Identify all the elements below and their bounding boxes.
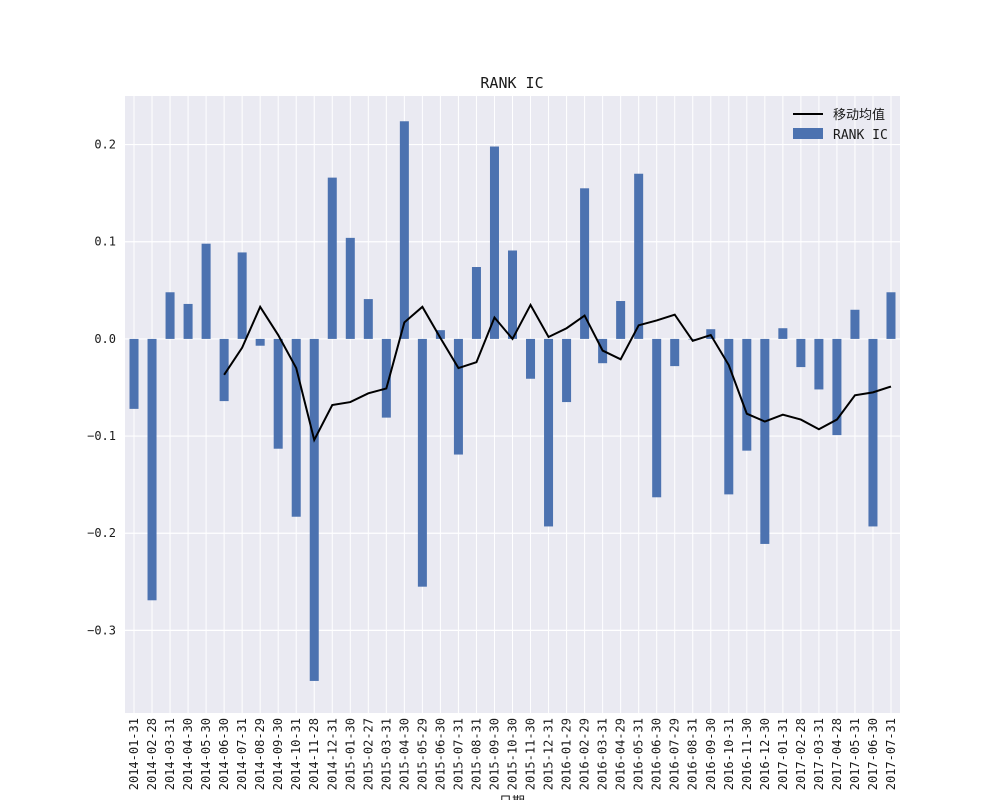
- rank-ic-bar: [868, 338, 878, 527]
- x-tick-label: 2016-01-29: [560, 718, 574, 790]
- x-tick-label: 2017-01-31: [776, 718, 790, 790]
- x-tick-label: 2016-11-30: [740, 718, 754, 790]
- rank-ic-bar: [742, 338, 752, 451]
- y-tick-label: 0.2: [94, 138, 116, 152]
- rank-ic-bar: [778, 328, 788, 339]
- rank-ic-bar: [129, 338, 139, 409]
- rank-ic-bar: [273, 338, 283, 449]
- y-tick-label: 0.0: [94, 332, 116, 346]
- x-tick-label: 2015-01-30: [343, 718, 357, 790]
- legend: 移动均值 RANK IC: [793, 107, 888, 143]
- x-tick-label: 2015-02-27: [361, 718, 375, 790]
- x-tick-label: 2016-08-31: [686, 718, 700, 790]
- y-tick-label: 0.1: [94, 235, 116, 249]
- x-tick-label: 2014-03-31: [163, 718, 177, 790]
- rank-ic-bar: [471, 267, 481, 339]
- x-tick-label: 2014-08-29: [253, 718, 267, 790]
- rank-ic-bar: [417, 338, 427, 587]
- x-axis-label: 日期: [499, 795, 525, 800]
- x-tick-label: 2015-09-30: [487, 718, 501, 790]
- y-tick-label: −0.1: [87, 429, 116, 443]
- rank-ic-bar: [796, 338, 806, 368]
- x-tick-label: 2014-06-30: [217, 718, 231, 790]
- x-tick-label: 2015-04-30: [397, 718, 411, 790]
- x-tick-label: 2016-04-29: [614, 718, 628, 790]
- legend-label-moving-average: 移动均值: [833, 107, 885, 123]
- rank-ic-bar: [345, 237, 355, 339]
- x-tick-label: 2016-03-31: [596, 718, 610, 790]
- rank-ic-bar: [399, 121, 409, 339]
- rank-ic-bar: [814, 338, 824, 390]
- rank-ic-bar: [832, 338, 842, 436]
- rank-ic-bar: [634, 173, 644, 339]
- x-tick-label: 2015-11-30: [524, 718, 538, 790]
- rank-ic-bar: [544, 338, 554, 527]
- x-tick-label: 2015-06-30: [433, 718, 447, 790]
- x-tick-label: 2014-07-31: [235, 718, 249, 790]
- rank-ic-bar: [147, 338, 157, 601]
- x-tick-label: 2017-04-28: [830, 718, 844, 790]
- x-tick-label: 2014-12-31: [325, 718, 339, 790]
- x-tick-label: 2015-12-31: [542, 718, 556, 790]
- chart-title: RANK IC: [480, 74, 543, 92]
- rank-ic-bar: [201, 243, 211, 339]
- rank-ic-bar: [580, 188, 590, 339]
- rank-ic-bar: [219, 338, 229, 402]
- rank-ic-bar: [327, 177, 337, 339]
- x-tick-label: 2015-03-31: [379, 718, 393, 790]
- x-tick-label: 2017-02-28: [794, 718, 808, 790]
- rank-ic-bar: [489, 146, 499, 339]
- rank-ic-bar: [255, 338, 265, 346]
- rank-ic-bar: [309, 338, 319, 681]
- legend-bar-swatch: [793, 128, 823, 139]
- x-tick-label: 2017-07-31: [884, 718, 898, 790]
- rank-ic-bar: [760, 338, 770, 544]
- rank-ic-bar: [562, 338, 572, 403]
- x-tick-label: 2014-11-28: [307, 718, 321, 790]
- x-tick-label: 2017-06-30: [866, 718, 880, 790]
- rank-ic-bar: [886, 292, 896, 339]
- x-tick-label: 2014-04-30: [181, 718, 195, 790]
- x-tick-label: 2016-07-29: [668, 718, 682, 790]
- rank-ic-bar: [616, 301, 626, 339]
- moving-average-line: [223, 302, 892, 443]
- y-tick-label: −0.2: [87, 526, 116, 540]
- x-tick-label: 2016-09-30: [704, 718, 718, 790]
- x-tick-label: 2015-05-29: [415, 718, 429, 790]
- rank-ic-bar: [526, 338, 536, 379]
- rank-ic-bar: [291, 338, 301, 517]
- x-tick-label: 2016-06-30: [650, 718, 664, 790]
- x-tick-label: 2014-10-31: [289, 718, 303, 790]
- rank-ic-bar: [652, 338, 662, 498]
- x-tick-label: 2015-08-31: [469, 718, 483, 790]
- rank-ic-bar: [724, 338, 734, 495]
- x-tick-label: 2014-09-30: [271, 718, 285, 790]
- x-tick-label: 2017-03-31: [812, 718, 826, 790]
- rank-ic-bar: [670, 338, 680, 367]
- y-tick-label: −0.3: [87, 623, 116, 637]
- x-tick-label: 2016-10-31: [722, 718, 736, 790]
- rank-ic-bar: [183, 303, 193, 339]
- rank-ic-bar: [507, 250, 518, 339]
- x-tick-label: 2016-05-31: [632, 718, 646, 790]
- x-tick-label: 2016-12-30: [758, 718, 772, 790]
- rank-ic-bar: [435, 330, 445, 339]
- rank-ic-bar: [453, 338, 463, 455]
- x-tick-label: 2015-10-30: [506, 718, 520, 790]
- x-tick-label: 2017-05-31: [848, 718, 862, 790]
- rank-ic-bar: [363, 299, 373, 339]
- rank-ic-bar: [237, 252, 247, 339]
- x-tick-label: 2014-01-31: [127, 718, 141, 790]
- rank-ic-bar: [850, 309, 860, 339]
- rank-ic-bar: [381, 338, 391, 418]
- rank-ic-bar: [165, 292, 175, 339]
- x-tick-label: 2016-02-29: [578, 718, 592, 790]
- legend-label-rank-ic: RANK IC: [833, 128, 888, 143]
- x-tick-label: 2014-02-28: [145, 718, 159, 790]
- x-tick-label: 2014-05-30: [199, 718, 213, 790]
- x-tick-label: 2015-07-31: [451, 718, 465, 790]
